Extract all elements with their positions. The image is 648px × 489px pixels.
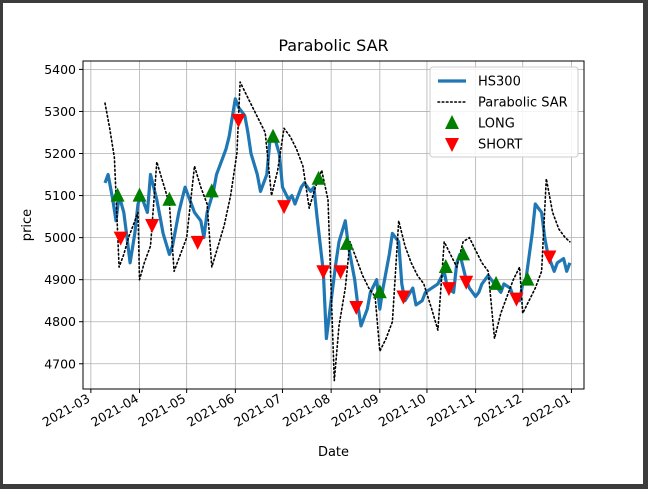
y-tick-label: 5400 — [44, 62, 76, 77]
y-tick-label: 5200 — [44, 146, 76, 161]
short-marker — [459, 275, 474, 290]
x-tick-label: 2021-12 — [472, 391, 525, 430]
legend-box — [429, 66, 579, 158]
x-tick-label: 2021-10 — [376, 391, 429, 430]
short-marker — [277, 200, 292, 215]
long-marker — [489, 275, 504, 290]
long-marker — [110, 187, 125, 202]
legend-label: Parabolic SAR — [478, 96, 568, 111]
short-marker — [396, 290, 411, 305]
short-marker — [441, 282, 456, 297]
short-marker — [190, 235, 205, 250]
short-marker — [231, 113, 246, 128]
short-marker — [333, 265, 348, 280]
long-marker — [456, 246, 471, 261]
short-marker — [145, 219, 160, 233]
short-marker — [509, 292, 524, 307]
legend: HS300 Parabolic SAR LONG SHORT — [429, 66, 579, 158]
long-marker — [520, 271, 535, 286]
x-tick-label: 2021-03 — [40, 391, 93, 430]
x-tick-label: 2021-09 — [329, 391, 382, 430]
short-marker — [542, 250, 557, 265]
long-marker — [162, 191, 177, 206]
figure-canvas: 4700 4800 4900 5000 5100 5200 5300 5400 2021-03 2… — [3, 3, 643, 484]
y-tick-label: 5300 — [44, 104, 76, 119]
long-marker — [132, 187, 147, 202]
legend-label: LONG — [478, 117, 515, 132]
x-tick-label: 2022-01 — [520, 391, 573, 430]
sar-line — [104, 81, 571, 382]
chart-title: Parabolic SAR — [278, 36, 388, 55]
y-tick-label: 4900 — [44, 272, 76, 287]
legend-label: SHORT — [478, 138, 522, 153]
x-tick-label: 2021-05 — [135, 391, 188, 430]
short-marker — [316, 265, 331, 280]
y-tick-label: 5100 — [44, 188, 76, 203]
x-tick-label: 2021-11 — [424, 391, 477, 430]
legend-short-swatch — [445, 138, 459, 152]
long-marker — [311, 170, 326, 185]
long-marker — [339, 235, 354, 250]
long-marker — [372, 284, 387, 299]
short-marker — [349, 301, 364, 315]
chart-svg: 470048004900500051005200530054002021-032… — [20, 36, 585, 460]
long-marker — [204, 183, 219, 198]
plot-area — [82, 60, 585, 390]
long-marker — [266, 128, 281, 143]
legend-label: HS300 — [478, 75, 521, 90]
marker-layer — [110, 113, 557, 315]
y-tick-label: 4700 — [44, 356, 76, 371]
y-tick-label: 4800 — [44, 314, 76, 329]
x-tick-label: 2021-04 — [88, 391, 141, 430]
y-tick-label: 5000 — [44, 230, 76, 245]
x-axis-label: Date — [318, 445, 349, 460]
y-axis-label: price — [20, 209, 35, 241]
x-tick-label: 2021-06 — [184, 391, 237, 430]
long-marker — [438, 259, 453, 274]
short-marker — [113, 231, 128, 246]
x-tick-label: 2021-07 — [231, 391, 284, 430]
legend-long-swatch — [445, 115, 459, 129]
x-tick-label: 2021-08 — [280, 391, 333, 430]
